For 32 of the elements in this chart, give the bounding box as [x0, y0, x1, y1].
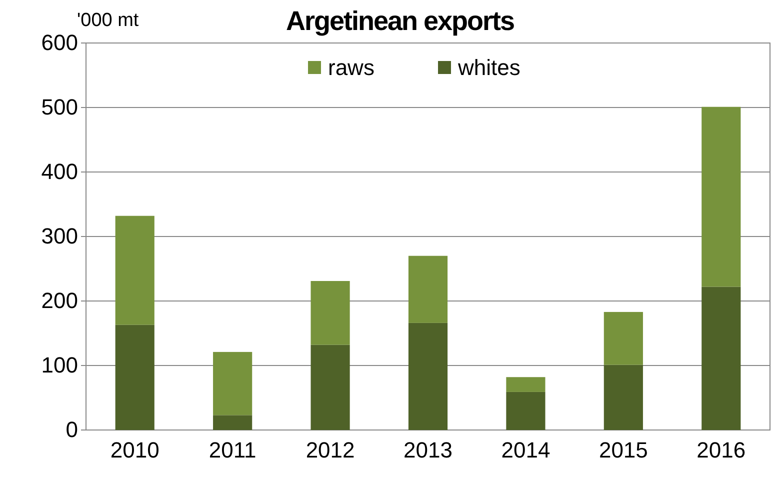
- chart-title: Argetinean exports: [286, 6, 514, 36]
- x-tick-label: 2016: [696, 438, 746, 463]
- bar: [310, 281, 350, 345]
- x-tick-label: 2013: [404, 438, 452, 463]
- legend-label: raws: [328, 55, 374, 80]
- x-tick-label: 2015: [598, 438, 648, 463]
- bar: [115, 216, 154, 325]
- y-tick-label: 0: [66, 417, 78, 442]
- bar: [213, 415, 252, 430]
- bar: [604, 364, 643, 430]
- x-tick-label: 2012: [306, 438, 355, 463]
- x-tick-label: 2014: [501, 438, 550, 463]
- y-tick-label: 600: [41, 30, 78, 56]
- y-tick-label: 300: [41, 224, 78, 249]
- y-axis-title: '000 mt: [77, 10, 140, 31]
- bar: [115, 324, 154, 430]
- bar: [604, 312, 643, 365]
- bar: [506, 377, 546, 392]
- bar: [702, 286, 741, 430]
- bar: [702, 106, 741, 287]
- bar: [310, 344, 350, 430]
- bar: [408, 322, 448, 430]
- y-tick-label: 500: [41, 94, 78, 120]
- bar: [408, 256, 448, 323]
- x-tick-label: 2011: [208, 438, 256, 463]
- legend-label: whites: [457, 55, 520, 80]
- y-tick-label: 200: [41, 288, 78, 314]
- bar: [213, 352, 252, 416]
- y-tick-label: 400: [41, 159, 78, 184]
- bar: [506, 392, 546, 430]
- y-tick-label: 100: [41, 352, 78, 378]
- x-tick-label: 2010: [110, 438, 160, 463]
